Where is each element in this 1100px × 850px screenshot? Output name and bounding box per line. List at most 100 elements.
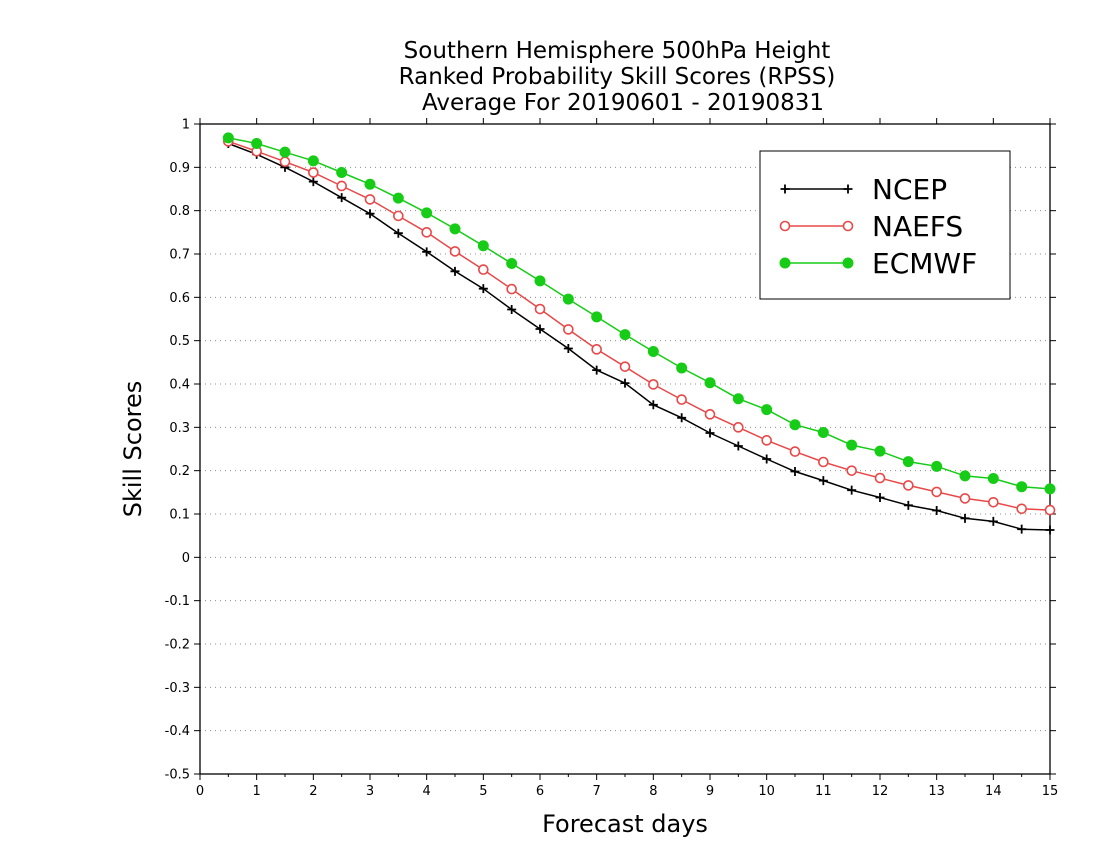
x-tick-label: 15	[1042, 784, 1059, 799]
data-point-ncep	[393, 228, 403, 238]
y-tick-label: 0.1	[169, 508, 190, 523]
data-point-ncep	[592, 365, 602, 375]
x-tick-label: 5	[479, 784, 487, 799]
chart-title-line-2: Ranked Probability Skill Scores (RPSS)	[399, 64, 836, 90]
x-axis: 0 1 2 3 4 5 6 7 8 9 10 11 12 13 14 15	[196, 118, 1058, 799]
legend-label-naefs: NAEFS	[872, 210, 963, 243]
y-tick-label: 0.8	[169, 204, 190, 219]
series-ncep	[223, 139, 1055, 535]
data-point-ncep	[762, 454, 772, 464]
legend-item-ecmwf: ECMWF	[779, 247, 977, 280]
data-point-ecmwf	[874, 445, 886, 457]
y-tick-label: -0.1	[165, 594, 190, 609]
data-point-naefs	[393, 210, 404, 222]
y-tick-label: 0.6	[169, 291, 190, 306]
data-point-ncep	[365, 209, 375, 219]
data-point-naefs	[449, 246, 461, 257]
data-point-ecmwf	[704, 377, 716, 389]
legend-label-ecmwf: ECMWF	[872, 247, 977, 280]
data-point-ncep	[932, 506, 942, 516]
data-point-ecmwf	[676, 362, 688, 374]
data-point-naefs	[563, 324, 574, 335]
series-naefs	[223, 136, 1056, 516]
y-tick-label: 0.7	[169, 248, 190, 263]
data-point-naefs	[733, 422, 744, 433]
x-tick-label: 8	[649, 784, 657, 799]
data-point-naefs	[1016, 503, 1027, 515]
x-tick-label: 0	[196, 784, 204, 799]
data-point-naefs	[478, 264, 489, 275]
data-point-ecmwf	[1016, 481, 1028, 493]
x-tick-label: 14	[985, 784, 1002, 799]
data-point-ecmwf	[761, 404, 773, 416]
data-point-naefs	[931, 486, 942, 498]
x-tick-label: 13	[928, 784, 945, 799]
x-tick-label: 9	[706, 784, 714, 799]
data-point-naefs	[336, 180, 347, 192]
data-point-naefs	[761, 435, 772, 446]
data-point-ecmwf	[449, 223, 461, 235]
data-point-ecmwf	[534, 275, 546, 287]
x-tick-label: 3	[366, 784, 374, 799]
x-tick-label: 12	[872, 784, 889, 799]
x-tick-label: 10	[758, 784, 775, 799]
data-point-naefs	[988, 496, 999, 508]
data-point-ncep	[875, 493, 885, 503]
data-point-ecmwf	[477, 240, 489, 252]
data-point-ncep	[648, 400, 658, 410]
data-series	[222, 132, 1056, 535]
data-point-naefs	[534, 303, 546, 315]
data-point-ecmwf	[959, 470, 971, 482]
chart-title: Southern Hemisphere 500hPa Height Ranked…	[399, 38, 836, 116]
y-tick-label: 0	[182, 551, 190, 566]
data-point-naefs	[959, 493, 971, 504]
data-point-naefs	[818, 456, 829, 468]
gridlines	[200, 166, 1050, 732]
data-point-naefs	[648, 379, 659, 390]
data-point-ncep	[1045, 525, 1055, 535]
data-point-ecmwf	[506, 258, 518, 270]
data-point-naefs	[619, 361, 631, 372]
data-point-ecmwf	[251, 138, 263, 149]
legend-box	[759, 150, 1011, 300]
series-line-ncep	[228, 142, 1051, 531]
data-point-ecmwf	[1044, 483, 1056, 495]
legend-marker-naefs	[779, 220, 791, 232]
data-point-naefs	[421, 227, 432, 238]
chart-title-line-1: Southern Hemisphere 500hPa Height	[404, 38, 831, 64]
data-point-naefs	[1044, 504, 1056, 516]
legend: NCEP NAEFS ECMWF	[759, 150, 1011, 300]
data-point-ncep	[677, 413, 687, 423]
data-point-ncep	[790, 467, 800, 477]
data-point-ecmwf	[732, 393, 744, 405]
data-point-ecmwf	[902, 456, 914, 468]
data-point-ecmwf	[931, 460, 943, 472]
legend-marker-ncep	[843, 184, 853, 194]
x-tick-label: 11	[815, 784, 832, 799]
data-point-ncep	[903, 500, 913, 510]
data-point-ecmwf	[364, 178, 376, 190]
data-point-ncep	[1017, 524, 1027, 534]
data-point-ncep	[620, 378, 630, 388]
data-point-ncep	[535, 324, 545, 334]
data-point-ncep	[818, 476, 828, 486]
data-point-ncep	[507, 304, 517, 314]
data-point-ncep	[563, 343, 573, 353]
data-point-naefs	[704, 409, 716, 420]
data-point-ncep	[450, 266, 460, 276]
data-point-ecmwf	[647, 346, 659, 357]
x-tick-label: 7	[593, 784, 601, 799]
data-point-ecmwf	[392, 192, 404, 204]
data-point-ecmwf	[307, 155, 319, 167]
data-point-ecmwf	[562, 293, 574, 305]
legend-item-ncep: NCEP	[780, 173, 947, 206]
data-point-ecmwf	[222, 132, 234, 144]
data-point-ncep	[478, 284, 488, 294]
data-point-naefs	[591, 344, 602, 355]
data-point-naefs	[676, 394, 687, 405]
data-point-naefs	[279, 156, 291, 167]
data-point-ncep	[988, 516, 998, 526]
y-tick-label: 0.2	[169, 464, 190, 479]
series-ecmwf	[222, 132, 1056, 495]
